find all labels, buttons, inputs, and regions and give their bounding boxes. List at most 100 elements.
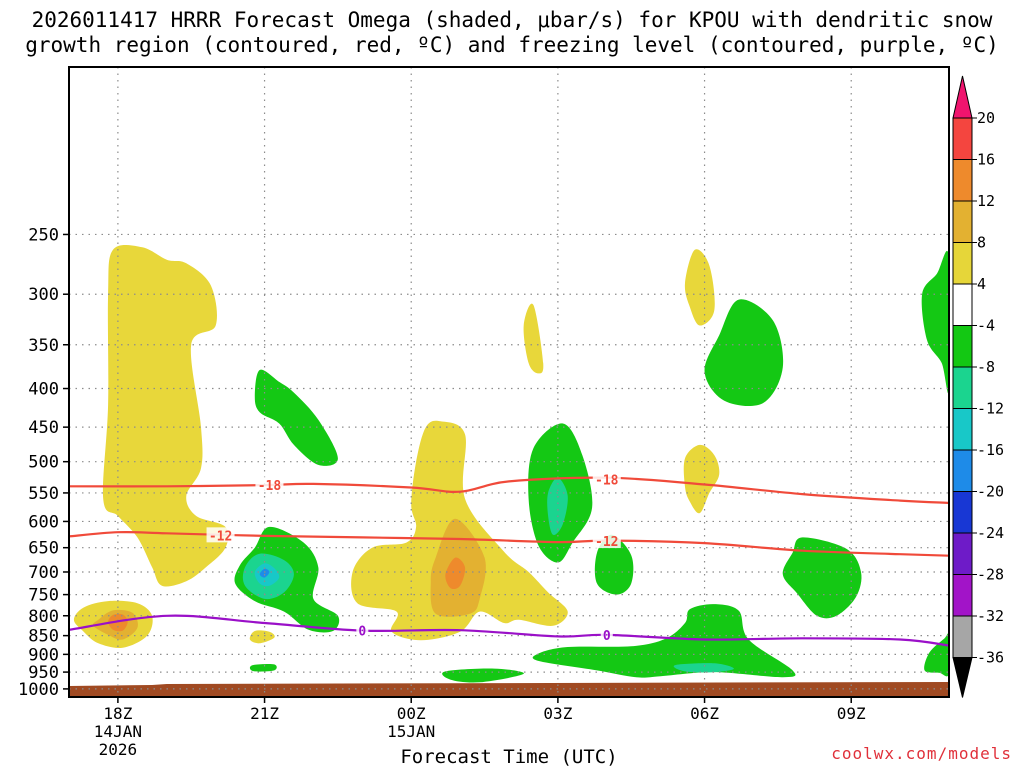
omega-region <box>102 245 229 587</box>
x-axis-label: Forecast Time (UTC) <box>400 746 617 768</box>
y-tick-label: 900 <box>28 645 59 665</box>
chart-title-line-2: growth region (contoured, red, ºC) and f… <box>25 33 999 57</box>
y-tick-label: 950 <box>28 663 59 683</box>
colorbar-label: 12 <box>977 192 995 210</box>
y-tick-label: 800 <box>28 607 59 627</box>
colorbar-top-arrow <box>952 75 973 119</box>
colorbar-bottom-arrow <box>952 657 973 698</box>
colorbar-swatch <box>952 408 973 451</box>
contour-label: -18 <box>258 479 282 494</box>
contour-label: -18 <box>595 474 619 489</box>
omega-region <box>594 534 634 595</box>
y-tick-label: 700 <box>28 563 59 583</box>
omega-region <box>684 249 715 326</box>
x-tick-label: 06Z <box>690 704 719 723</box>
contour-label: 0 <box>603 629 611 644</box>
colorbar-label: -4 <box>977 317 995 335</box>
colorbar-label: -12 <box>977 400 1004 418</box>
chart-title-line-1: 2026011417 HRRR Forecast Omega (shaded, … <box>31 8 993 32</box>
colorbar-label: -16 <box>977 441 1004 459</box>
colorbar-swatch <box>952 159 973 202</box>
colorbar-label: -28 <box>977 566 1004 584</box>
source-credit: coolwx.com/models <box>831 744 1012 763</box>
contour-label-bg <box>600 627 613 643</box>
x-tick-label: 21Z <box>250 704 279 723</box>
plot-frame <box>68 66 950 698</box>
omega-colorbar: 20 16 12 8 4 -4 -8 -12 -16 -20 -24 -28 -32 -36 <box>952 75 1004 698</box>
contour-label: -12 <box>595 535 618 550</box>
omega-region <box>532 604 796 678</box>
y-tick-label: 750 <box>28 586 59 606</box>
y-tick-label: 450 <box>28 418 59 438</box>
x-tick-label: 00Z <box>397 704 426 723</box>
contour-label-bg <box>356 622 369 638</box>
contour-line <box>69 530 949 557</box>
pressure-axis: 2503003504004505005506006507007508008509… <box>18 225 69 700</box>
contour-label: 0 <box>358 625 366 640</box>
y-tick-label: 600 <box>28 512 59 532</box>
colorbar-label: -36 <box>977 649 1004 667</box>
y-tick-label: 1000 <box>18 680 59 700</box>
contour-label: -12 <box>209 529 232 544</box>
colorbar-swatch <box>952 117 973 160</box>
colorbar-label: -24 <box>977 524 1004 542</box>
y-tick-label: 300 <box>28 285 59 305</box>
ground-fill <box>69 681 949 697</box>
colorbar-swatch <box>952 366 973 409</box>
y-tick-label: 500 <box>28 453 59 473</box>
omega-region <box>547 477 568 536</box>
omega-region <box>249 663 277 672</box>
omega-region <box>683 444 720 514</box>
omega-shading <box>73 245 949 683</box>
omega-region <box>523 303 544 374</box>
omega-region <box>704 299 784 407</box>
contour-label-bg <box>592 533 621 549</box>
x-tick-year: 2026 <box>99 740 138 759</box>
contour-label-bg <box>206 527 235 543</box>
gridlines <box>69 67 949 697</box>
omega-region <box>445 557 466 590</box>
omega-region <box>782 537 862 619</box>
contour-line <box>69 614 949 647</box>
colorbar-swatch <box>952 242 973 285</box>
y-tick-label: 650 <box>28 539 59 559</box>
x-tick-label: 18Z <box>103 704 132 723</box>
contour-label-bg <box>592 471 621 487</box>
contour-label-bg <box>255 477 284 493</box>
omega-region <box>259 568 270 578</box>
terrain-ground-layer <box>69 681 949 697</box>
colorbar-label: 16 <box>977 151 995 169</box>
colorbar-swatch <box>952 615 973 658</box>
omega-region <box>921 250 949 394</box>
colorbar-label: 4 <box>977 275 986 293</box>
omega-region <box>254 369 338 466</box>
colorbar-swatch <box>952 491 973 534</box>
colorbar-label: 20 <box>977 109 995 127</box>
colorbar-swatch <box>952 283 973 326</box>
colorbar-label: 8 <box>977 234 986 252</box>
y-tick-label: 250 <box>28 225 59 245</box>
contour-line <box>69 476 949 504</box>
omega-region <box>442 668 524 683</box>
colorbar-label: -20 <box>977 483 1004 501</box>
x-tick-date: 14JAN <box>94 722 142 741</box>
colorbar-swatch <box>952 574 973 617</box>
colorbar-swatch <box>952 200 973 243</box>
colorbar-swatch <box>952 532 973 575</box>
y-tick-label: 550 <box>28 484 59 504</box>
y-tick-label: 850 <box>28 627 59 647</box>
colorbar-swatch <box>952 449 973 492</box>
omega-region <box>673 663 734 673</box>
y-tick-label: 400 <box>28 380 59 400</box>
omega-region <box>249 630 275 644</box>
colorbar-label: -32 <box>977 607 1004 625</box>
colorbar-swatch <box>952 325 973 368</box>
x-tick-date: 15JAN <box>387 722 435 741</box>
x-tick-label: 03Z <box>543 704 572 723</box>
y-tick-label: 350 <box>28 336 59 356</box>
temperature-contours: -18 -18 -12 -12 0 0 <box>69 471 949 647</box>
colorbar-label: -8 <box>977 358 995 376</box>
x-tick-label: 09Z <box>837 704 866 723</box>
